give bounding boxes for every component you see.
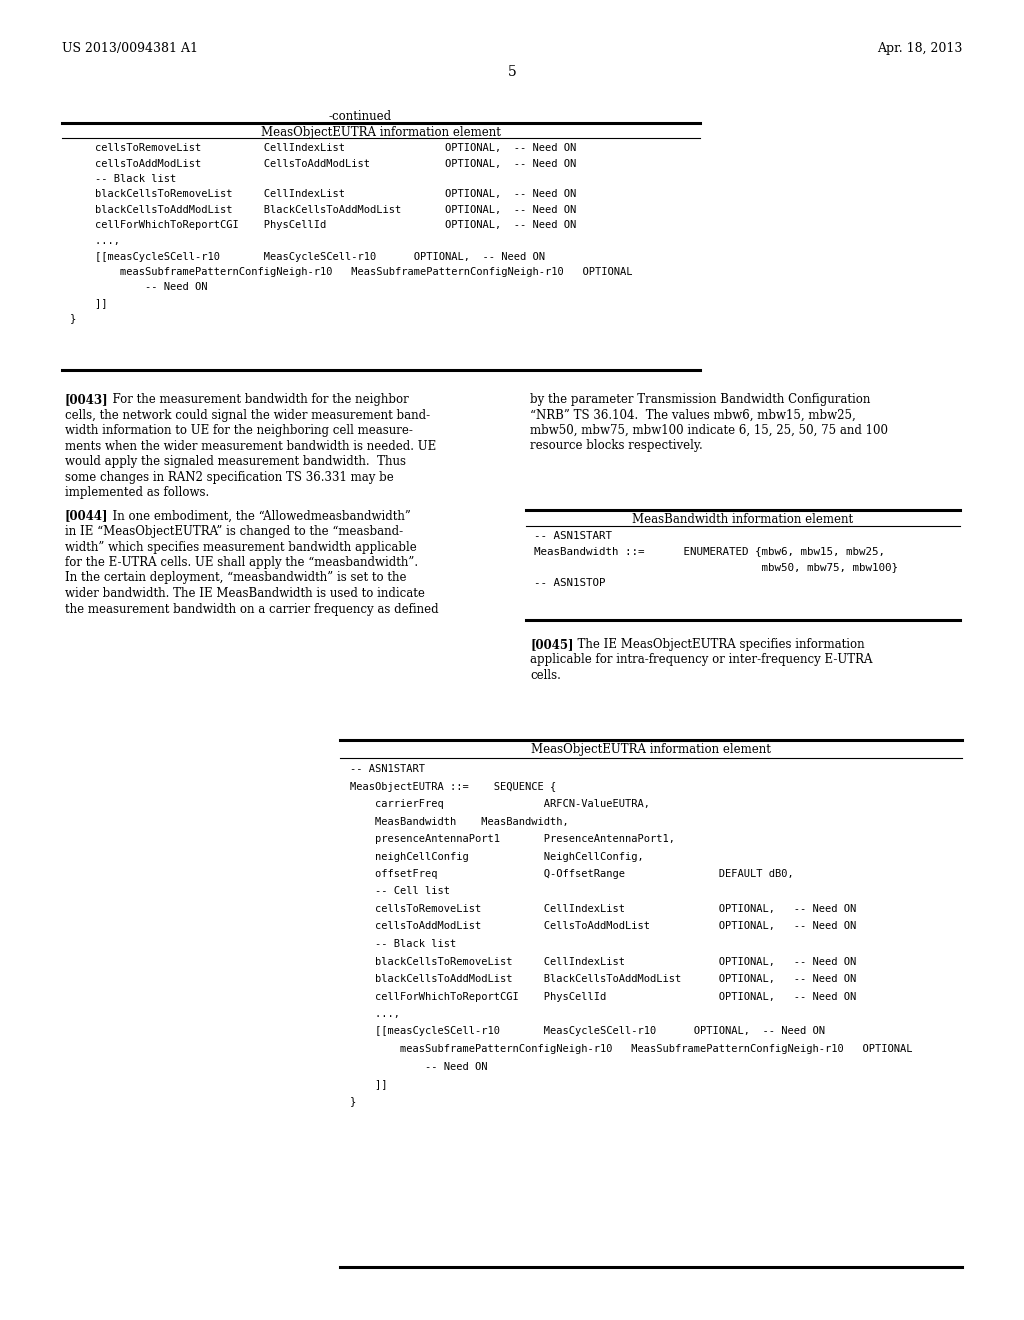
Text: blackCellsToRemoveList     CellIndexList               OPTIONAL,   -- Need ON: blackCellsToRemoveList CellIndexList OPT…	[350, 957, 856, 966]
Text: [0043]: [0043]	[65, 393, 109, 407]
Text: cellsToRemoveList          CellIndexList                OPTIONAL,  -- Need ON: cellsToRemoveList CellIndexList OPTIONAL…	[70, 143, 577, 153]
Text: US 2013/0094381 A1: US 2013/0094381 A1	[62, 42, 198, 55]
Text: mbw50, mbw75, mbw100 indicate 6, 15, 25, 50, 75 and 100: mbw50, mbw75, mbw100 indicate 6, 15, 25,…	[530, 424, 888, 437]
Text: ]]: ]]	[70, 298, 108, 308]
Text: [0044]: [0044]	[65, 510, 109, 523]
Text: cellsToRemoveList          CellIndexList               OPTIONAL,   -- Need ON: cellsToRemoveList CellIndexList OPTIONAL…	[350, 904, 856, 913]
Text: -- Need ON: -- Need ON	[350, 1061, 487, 1072]
Text: }: }	[350, 1097, 356, 1106]
Text: width information to UE for the neighboring cell measure-: width information to UE for the neighbor…	[65, 424, 413, 437]
Text: Apr. 18, 2013: Apr. 18, 2013	[877, 42, 962, 55]
Text: -- ASN1STOP: -- ASN1STOP	[534, 578, 605, 587]
Text: neighCellConfig            NeighCellConfig,: neighCellConfig NeighCellConfig,	[350, 851, 644, 862]
Text: cells.: cells.	[530, 669, 561, 682]
Text: -- Black list: -- Black list	[350, 939, 457, 949]
Text: In the certain deployment, “measbandwidth” is set to the: In the certain deployment, “measbandwidt…	[65, 572, 407, 585]
Text: applicable for intra-frequency or inter-frequency E-UTRA: applicable for intra-frequency or inter-…	[530, 653, 872, 667]
Text: The IE MeasObjectEUTRA specifies information: The IE MeasObjectEUTRA specifies informa…	[570, 638, 864, 651]
Text: resource blocks respectively.: resource blocks respectively.	[530, 440, 702, 453]
Text: some changes in RAN2 specification TS 36.331 may be: some changes in RAN2 specification TS 36…	[65, 470, 394, 483]
Text: mbw50, mbw75, mbw100}: mbw50, mbw75, mbw100}	[534, 562, 898, 572]
Text: [[measCycleSCell-r10       MeasCycleSCell-r10      OPTIONAL,  -- Need ON: [[measCycleSCell-r10 MeasCycleSCell-r10 …	[350, 1027, 825, 1036]
Text: presenceAntennaPort1       PresenceAntennaPort1,: presenceAntennaPort1 PresenceAntennaPort…	[350, 834, 675, 843]
Text: the measurement bandwidth on a carrier frequency as defined: the measurement bandwidth on a carrier f…	[65, 602, 438, 615]
Text: }: }	[70, 314, 76, 323]
Text: width” which specifies measurement bandwidth applicable: width” which specifies measurement bandw…	[65, 540, 417, 553]
Text: measSubframePatternConfigNeigh-r10   MeasSubframePatternConfigNeigh-r10   OPTION: measSubframePatternConfigNeigh-r10 MeasS…	[70, 267, 633, 277]
Text: blackCellsToAddModList     BlackCellsToAddModList      OPTIONAL,   -- Need ON: blackCellsToAddModList BlackCellsToAddMo…	[350, 974, 856, 983]
Text: [0045]: [0045]	[530, 638, 573, 651]
Text: “NRB” TS 36.104.  The values mbw6, mbw15, mbw25,: “NRB” TS 36.104. The values mbw6, mbw15,…	[530, 408, 856, 421]
Text: cellForWhichToReportCGI    PhysCellId                   OPTIONAL,  -- Need ON: cellForWhichToReportCGI PhysCellId OPTIO…	[70, 220, 577, 231]
Text: ]]: ]]	[350, 1078, 387, 1089]
Text: blackCellsToRemoveList     CellIndexList                OPTIONAL,  -- Need ON: blackCellsToRemoveList CellIndexList OPT…	[70, 190, 577, 199]
Text: ...,: ...,	[70, 236, 120, 246]
Text: -- ASN1START: -- ASN1START	[534, 531, 612, 541]
Text: in IE “MeasObjectEUTRA” is changed to the “measband-: in IE “MeasObjectEUTRA” is changed to th…	[65, 525, 403, 539]
Text: MeasObjectEUTRA information element: MeasObjectEUTRA information element	[531, 743, 771, 756]
Text: MeasObjectEUTRA information element: MeasObjectEUTRA information element	[261, 125, 501, 139]
Text: -- Cell list: -- Cell list	[350, 887, 450, 896]
Text: for the E-UTRA cells. UE shall apply the “measbandwidth”.: for the E-UTRA cells. UE shall apply the…	[65, 556, 418, 569]
Text: cellForWhichToReportCGI    PhysCellId                  OPTIONAL,   -- Need ON: cellForWhichToReportCGI PhysCellId OPTIO…	[350, 991, 856, 1002]
Text: [[measCycleSCell-r10       MeasCycleSCell-r10      OPTIONAL,  -- Need ON: [[measCycleSCell-r10 MeasCycleSCell-r10 …	[70, 252, 545, 261]
Text: ...,: ...,	[350, 1008, 400, 1019]
Text: MeasObjectEUTRA ::=    SEQUENCE {: MeasObjectEUTRA ::= SEQUENCE {	[350, 781, 556, 792]
Text: 5: 5	[508, 65, 516, 79]
Text: -continued: -continued	[329, 110, 391, 123]
Text: offsetFreq                 Q-OffsetRange               DEFAULT dB0,: offsetFreq Q-OffsetRange DEFAULT dB0,	[350, 869, 794, 879]
Text: blackCellsToAddModList     BlackCellsToAddModList       OPTIONAL,  -- Need ON: blackCellsToAddModList BlackCellsToAddMo…	[70, 205, 577, 215]
Text: wider bandwidth. The IE MeasBandwidth is used to indicate: wider bandwidth. The IE MeasBandwidth is…	[65, 587, 425, 601]
Text: MeasBandwidth ::=      ENUMERATED {mbw6, mbw15, mbw25,: MeasBandwidth ::= ENUMERATED {mbw6, mbw1…	[534, 546, 885, 557]
Text: measSubframePatternConfigNeigh-r10   MeasSubframePatternConfigNeigh-r10   OPTION: measSubframePatternConfigNeigh-r10 MeasS…	[350, 1044, 912, 1053]
Text: ments when the wider measurement bandwidth is needed. UE: ments when the wider measurement bandwid…	[65, 440, 436, 453]
Text: MeasBandwidth information element: MeasBandwidth information element	[633, 513, 854, 525]
Text: cells, the network could signal the wider measurement band-: cells, the network could signal the wide…	[65, 408, 430, 421]
Text: In one embodiment, the “Allowedmeasbandwidth”: In one embodiment, the “Allowedmeasbandw…	[105, 510, 411, 523]
Text: implemented as follows.: implemented as follows.	[65, 486, 209, 499]
Text: carrierFreq                ARFCN-ValueEUTRA,: carrierFreq ARFCN-ValueEUTRA,	[350, 799, 650, 809]
Text: would apply the signaled measurement bandwidth.  Thus: would apply the signaled measurement ban…	[65, 455, 406, 469]
Text: cellsToAddModList          CellsToAddModList            OPTIONAL,  -- Need ON: cellsToAddModList CellsToAddModList OPTI…	[70, 158, 577, 169]
Text: -- Need ON: -- Need ON	[70, 282, 208, 293]
Text: -- Black list: -- Black list	[70, 174, 176, 183]
Text: cellsToAddModList          CellsToAddModList           OPTIONAL,   -- Need ON: cellsToAddModList CellsToAddModList OPTI…	[350, 921, 856, 932]
Text: MeasBandwidth    MeasBandwidth,: MeasBandwidth MeasBandwidth,	[350, 817, 568, 826]
Text: For the measurement bandwidth for the neighbor: For the measurement bandwidth for the ne…	[105, 393, 409, 407]
Text: -- ASN1START: -- ASN1START	[350, 764, 425, 774]
Text: by the parameter Transmission Bandwidth Configuration: by the parameter Transmission Bandwidth …	[530, 393, 870, 407]
